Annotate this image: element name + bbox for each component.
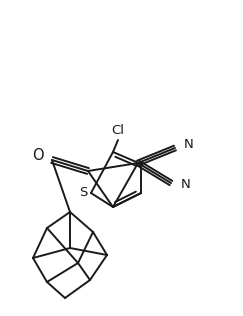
Text: S: S xyxy=(79,186,87,199)
Text: N: N xyxy=(184,138,194,151)
Text: Cl: Cl xyxy=(112,124,124,137)
Text: N: N xyxy=(181,179,191,191)
Text: O: O xyxy=(32,148,44,162)
